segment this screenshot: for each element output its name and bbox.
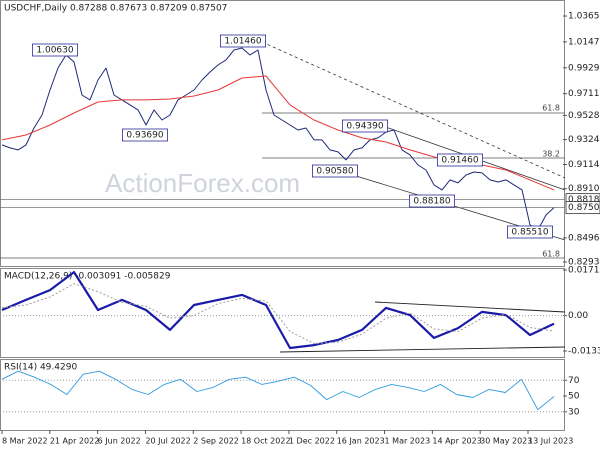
macd-trend-line bbox=[279, 346, 566, 353]
series-line bbox=[1, 283, 555, 344]
swing-label-box bbox=[122, 128, 169, 142]
x-tick-label: 16 Jan 2023 bbox=[337, 437, 385, 446]
swing-label-box bbox=[311, 164, 358, 178]
y-tick-label: 1.03650 bbox=[568, 12, 600, 22]
macd-trend-line bbox=[374, 301, 566, 313]
y-tick-label: -0.01334 bbox=[568, 347, 600, 357]
series-line bbox=[1, 47, 555, 231]
series-line bbox=[1, 370, 555, 411]
x-tick-label: 2 Sep 2022 bbox=[193, 437, 239, 446]
swing-label-box bbox=[408, 194, 455, 208]
swing-label: 0.88180 bbox=[413, 197, 450, 207]
x-tick-label: 1 Dec 2022 bbox=[289, 437, 335, 446]
y-tick-label: 0.87507 bbox=[568, 203, 600, 213]
fib-label: 38.2 bbox=[542, 150, 560, 159]
swing-label-box bbox=[436, 153, 483, 167]
x-tick-label: 6 Jun 2022 bbox=[98, 437, 141, 446]
series-line bbox=[1, 271, 555, 350]
y-tick-label: 70 bbox=[568, 376, 580, 386]
macd-panel bbox=[0, 268, 565, 358]
panel-title: MACD(12,26,9) -0.003091 -0.005829 bbox=[4, 272, 171, 282]
x-tick-label: 8 Mar 2022 bbox=[2, 437, 48, 446]
fib-label: 61.8 bbox=[542, 104, 560, 113]
y-tick-label: 30 bbox=[568, 407, 580, 417]
watermark: ActionForex.com bbox=[105, 168, 300, 198]
fib-label: 61.8 bbox=[542, 250, 560, 259]
y-tick-label: 0.88180 bbox=[568, 195, 600, 205]
x-tick-label: 30 May 2023 bbox=[480, 437, 532, 446]
swing-label: 0.94390 bbox=[346, 122, 383, 132]
swing-label: 0.93690 bbox=[126, 131, 163, 141]
x-tick-label: 14 Apr 2023 bbox=[432, 437, 481, 446]
y-tick-label: 50 bbox=[568, 392, 580, 402]
x-tick-label: 18 Oct 2022 bbox=[241, 437, 290, 446]
swing-label: 1.01460 bbox=[224, 37, 261, 47]
swing-label-box bbox=[219, 34, 266, 48]
panel-title: USDCHF,Daily 0.87288 0.87673 0.87209 0.8… bbox=[4, 4, 227, 14]
swing-label-box bbox=[32, 43, 79, 57]
swing-label: 0.91460 bbox=[441, 156, 478, 166]
y-tick-label: 0.82930 bbox=[568, 257, 600, 267]
x-tick-label: 21 Apr 2022 bbox=[50, 437, 99, 446]
rsi-panel bbox=[0, 359, 565, 431]
trend-line bbox=[261, 41, 566, 179]
price-label-box bbox=[565, 201, 600, 215]
x-tick-label: 1 Mar 2023 bbox=[385, 437, 431, 446]
y-tick-label: 0.01718 bbox=[568, 265, 600, 275]
swing-label: 0.90580 bbox=[316, 167, 353, 177]
swing-label: 0.85510 bbox=[511, 228, 548, 238]
x-tick-label: 13 Jul 2023 bbox=[528, 437, 573, 446]
swing-label-box bbox=[341, 119, 388, 133]
swing-label: 1.00630 bbox=[36, 46, 73, 56]
price-panel bbox=[0, 0, 565, 267]
swing-label-box bbox=[506, 225, 553, 239]
panel-title: RSI(14) 49.4290 bbox=[4, 363, 77, 373]
y-tick-label: 0.00 bbox=[568, 311, 588, 321]
x-tick-label: 20 Jul 2022 bbox=[145, 437, 190, 446]
